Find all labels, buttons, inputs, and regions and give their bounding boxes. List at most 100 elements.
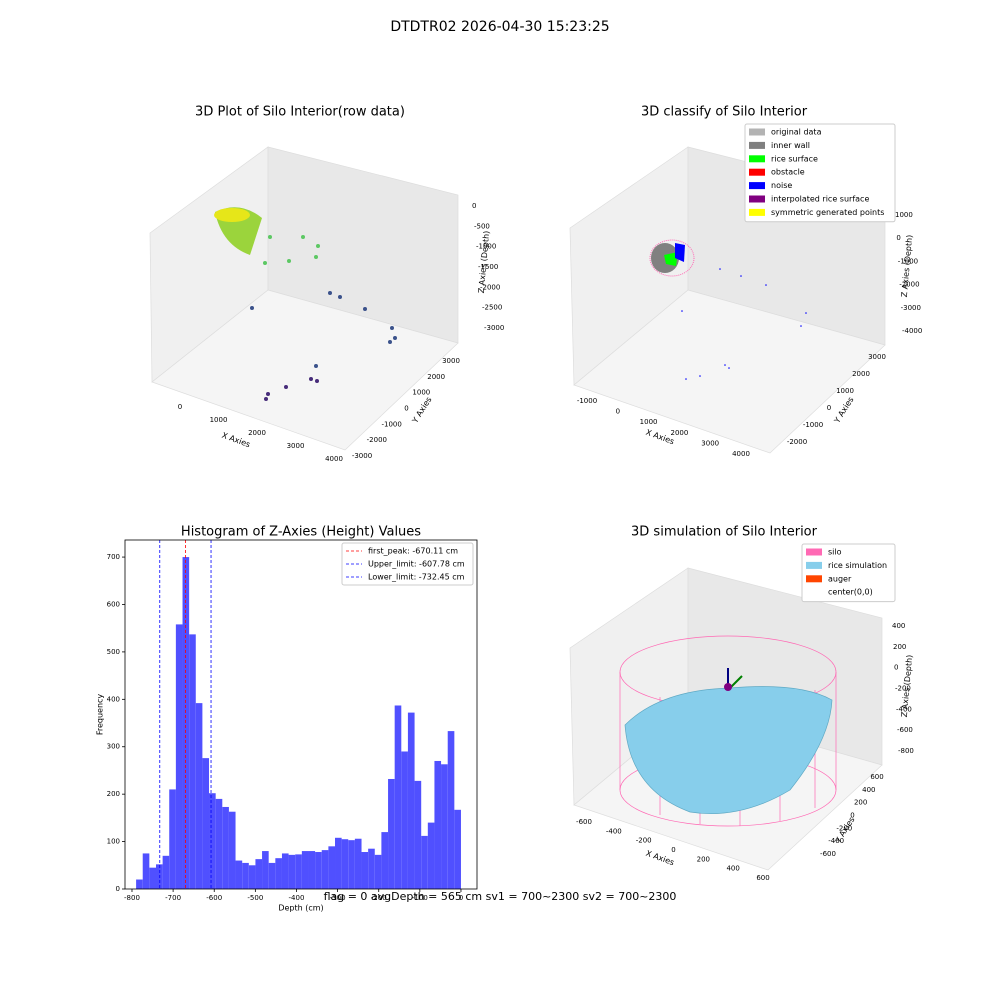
bar <box>228 811 236 889</box>
x-tick-label: 0 <box>671 846 675 854</box>
y-tick-label: 200 <box>854 799 867 807</box>
x-tick-label: -500 <box>247 894 263 902</box>
bar <box>295 854 302 889</box>
x-tick-label: -700 <box>165 894 181 902</box>
legend-swatch <box>749 141 765 149</box>
y-tick-label: -400 <box>828 837 844 845</box>
x-tick-label: 2000 <box>248 429 266 437</box>
chart-title: 3D Plot of Silo Interior(row data) <box>195 105 405 120</box>
bar <box>434 760 442 889</box>
bar <box>175 624 183 889</box>
bar <box>361 852 369 889</box>
legend-label: Upper_limit: -607.78 cm <box>368 560 465 569</box>
z-tick-label: -600 <box>897 726 913 734</box>
bar <box>275 858 282 889</box>
z-tick-label: -200 <box>895 685 911 693</box>
bar <box>248 865 256 889</box>
legend-swatch <box>749 195 765 203</box>
legend-label: auger <box>828 574 852 583</box>
x-tick-label: -400 <box>606 827 622 835</box>
bar <box>242 862 249 889</box>
bar <box>407 712 415 889</box>
x-tick-label: -600 <box>576 818 592 826</box>
z-tick-label: -3000 <box>484 324 504 332</box>
bar <box>321 850 329 889</box>
x-tick-label: -200 <box>636 837 652 845</box>
bar <box>182 557 190 889</box>
bar <box>189 634 196 889</box>
x-tick-label: 3000 <box>701 439 719 447</box>
x-tick-label: 1000 <box>640 418 658 426</box>
bar <box>341 839 349 889</box>
x-tick-label: -100 <box>412 894 428 902</box>
y-axis-label: Y Axies <box>832 395 856 425</box>
x-tick-label: 400 <box>726 865 739 873</box>
bar <box>421 835 428 889</box>
y-tick-label: 400 <box>107 695 120 703</box>
bar <box>368 848 375 889</box>
x-tick-label: 4000 <box>325 455 343 463</box>
y-tick-label: 0 <box>827 404 831 412</box>
bar <box>195 703 203 889</box>
bar <box>202 758 210 889</box>
z-axis-label: Z Axies (Depth) <box>900 654 914 717</box>
x-tick-label: -300 <box>330 894 346 902</box>
chart-title: Histogram of Z-Axies (Height) Values <box>181 525 421 540</box>
x-tick-label: 4000 <box>732 450 750 458</box>
legend-swatch <box>749 208 765 216</box>
x-tick-label: 1000 <box>210 416 228 424</box>
legend-label: noise <box>771 181 792 190</box>
legend-label: center(0,0) <box>828 588 873 597</box>
legend-label: rice simulation <box>828 561 887 570</box>
x-tick-label: 0 <box>459 894 463 902</box>
bar <box>222 806 229 889</box>
bar <box>454 809 461 889</box>
bar <box>401 751 408 889</box>
y-tick-label: 500 <box>107 648 120 656</box>
y-tick-label: 700 <box>107 553 120 561</box>
y-tick-label: -3000 <box>352 452 372 460</box>
bar <box>328 846 336 889</box>
legend-label: interpolated rice surface <box>771 195 869 204</box>
z-tick-label: -1000 <box>898 257 918 265</box>
legend-swatch <box>806 575 822 583</box>
bar <box>374 854 382 889</box>
bar <box>354 838 362 889</box>
bar <box>394 705 402 889</box>
bar <box>335 837 342 889</box>
silo-simulation <box>619 635 837 827</box>
x-tick-label: 0 <box>178 403 182 411</box>
legend-label: silo <box>828 548 842 557</box>
z-tick-label: -1500 <box>478 263 498 271</box>
bar <box>281 853 289 889</box>
y-tick-label: 400 <box>862 786 875 794</box>
y-tick-label: 3000 <box>868 353 886 361</box>
bar <box>268 862 276 889</box>
bar <box>235 860 243 889</box>
y-tick-label: 1000 <box>836 387 854 395</box>
legend-swatch <box>749 182 765 190</box>
bar <box>169 789 176 889</box>
bar <box>209 793 216 889</box>
point-cloud <box>214 207 397 401</box>
x-tick-label: -400 <box>289 894 305 902</box>
z-tick-label: 1000 <box>895 211 913 219</box>
legend-swatch <box>806 588 822 596</box>
y-tick-label: -200 <box>836 824 852 832</box>
y-tick-label: -1000 <box>381 420 401 428</box>
y-tick-label: 2000 <box>852 370 870 378</box>
z-tick-label: 0 <box>472 202 476 210</box>
y-tick-label: 600 <box>870 773 883 781</box>
legend-swatch <box>749 155 765 163</box>
bar <box>301 851 309 889</box>
legend-label: symmetric generated points <box>771 208 884 217</box>
classified-cloud <box>649 239 807 380</box>
legend-box <box>744 123 896 223</box>
y-tick-label: 1000 <box>412 389 430 397</box>
bar <box>149 867 157 889</box>
bar <box>315 852 322 889</box>
legend-swatch <box>749 168 765 176</box>
bar <box>381 832 389 889</box>
bar <box>262 851 269 889</box>
legend-box <box>801 543 896 603</box>
